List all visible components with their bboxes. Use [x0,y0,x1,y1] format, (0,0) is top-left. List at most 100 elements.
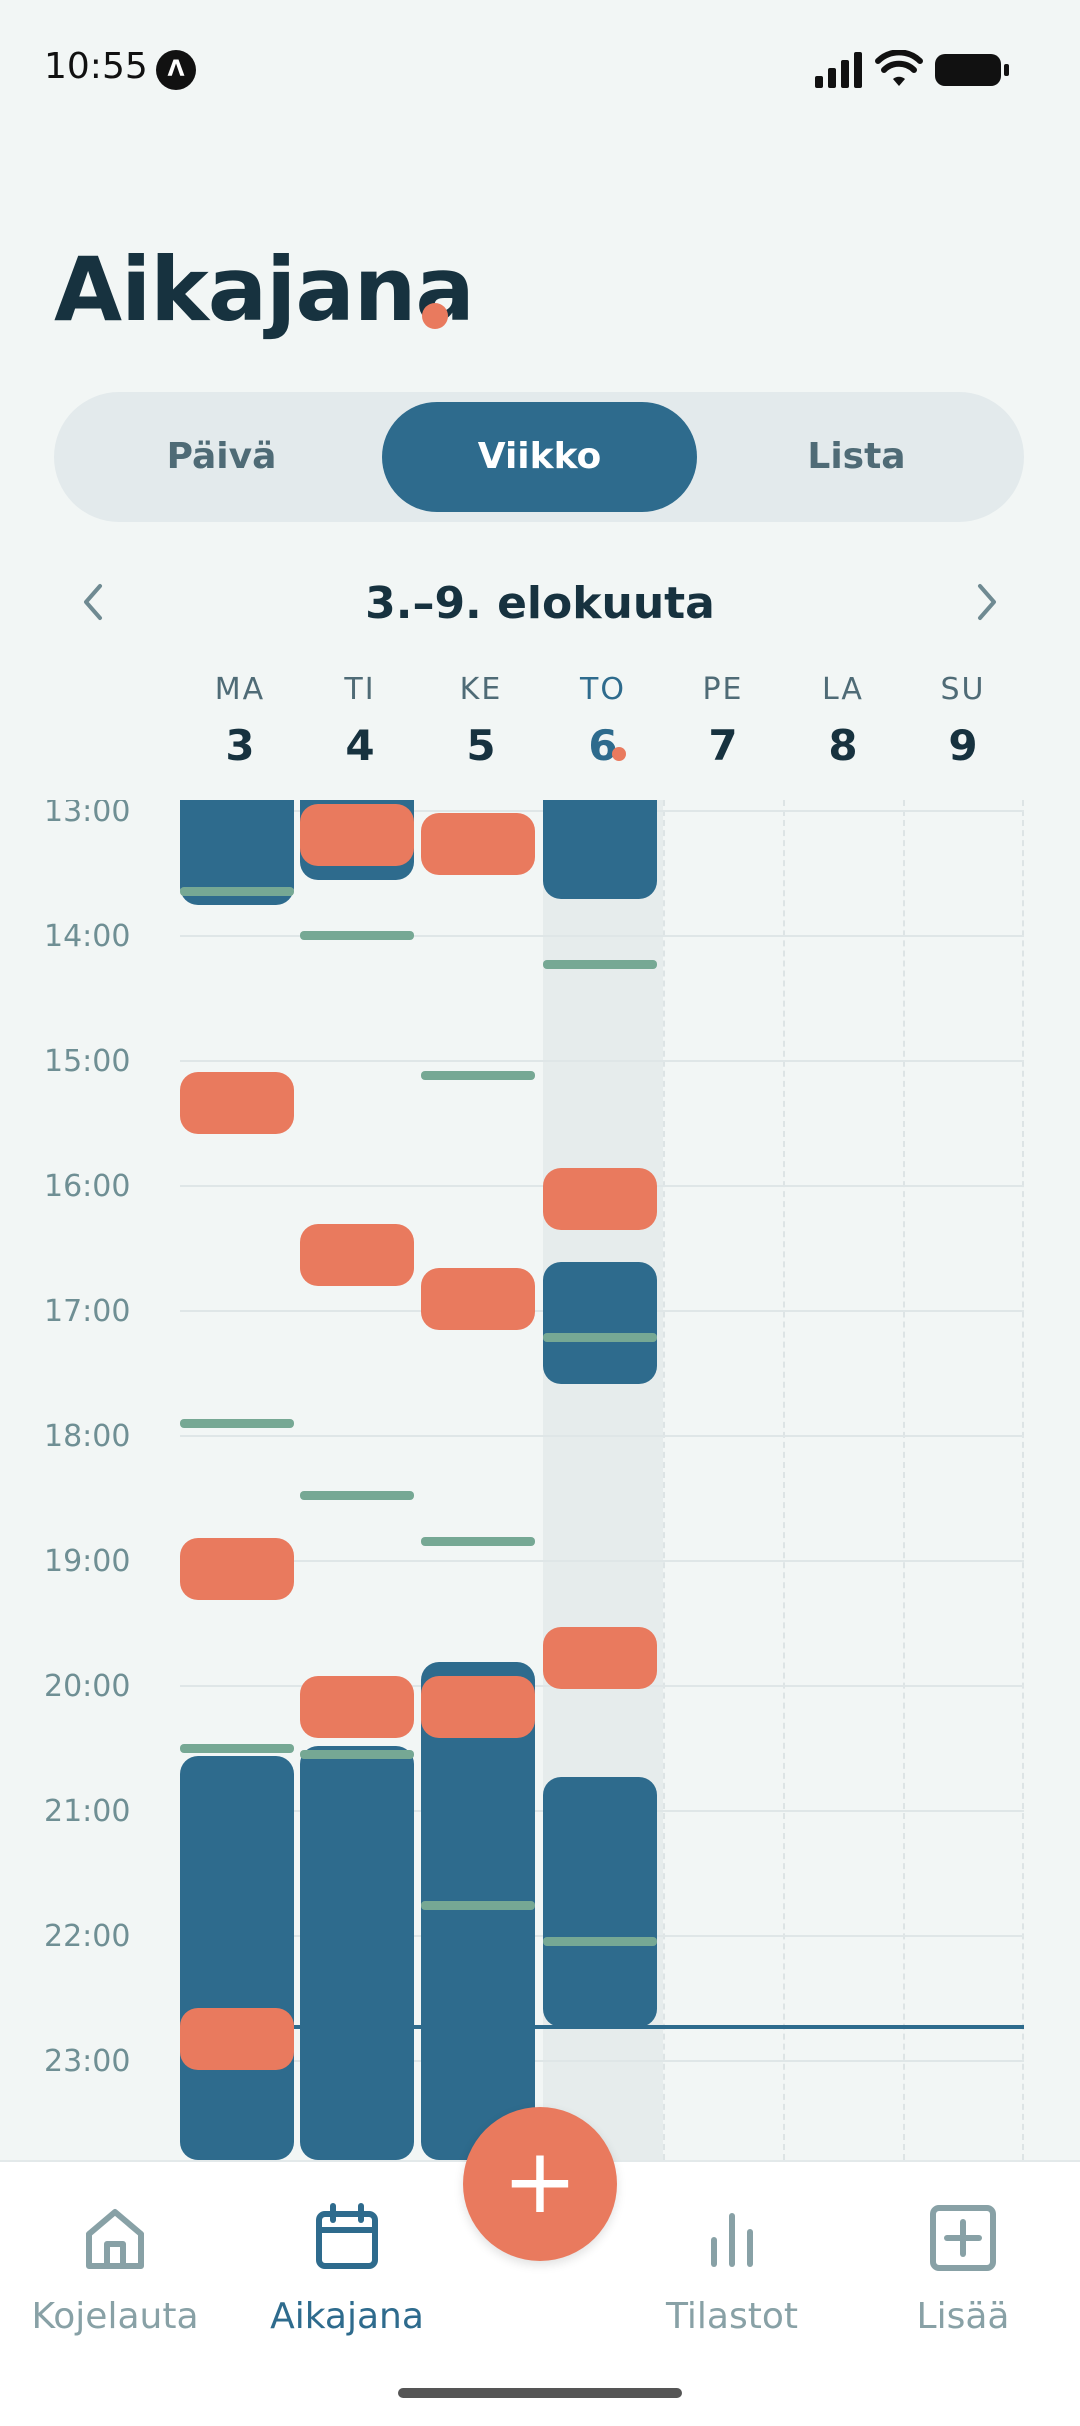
meal-block[interactable] [543,1168,657,1230]
day-header-mon[interactable]: MA 3 [180,672,300,770]
meal-block[interactable] [300,1676,414,1738]
meal-block[interactable] [421,813,535,875]
day-name: PE [702,672,744,707]
segment-list[interactable]: Lista [807,436,906,477]
day-date: 9 [948,721,978,770]
note-marker[interactable] [180,887,294,896]
note-marker[interactable] [543,1333,657,1342]
meal-block[interactable] [421,1268,535,1330]
home-icon [86,2209,144,2269]
today-indicator-dot [612,747,626,761]
sleep-block[interactable] [421,1662,535,2160]
sleep-block[interactable] [180,1756,294,2160]
day-date: 7 [708,721,738,770]
title-accent-dot [422,303,448,329]
day-header-wed[interactable]: KE 5 [421,672,541,770]
day-date: 8 [828,721,858,770]
tab-label: Tilastot [666,2296,798,2337]
hour-label: 17:00 [44,1294,131,1329]
home-indicator [398,2388,682,2398]
day-name: TI [344,672,376,707]
meal-block[interactable] [180,1538,294,1600]
page-title: Aikajana [54,238,475,341]
day-name: LA [822,672,864,707]
add-entry-button[interactable]: + [463,2107,617,2261]
chevron-right-icon[interactable] [972,580,1002,624]
day-divider [783,800,785,2160]
meal-block[interactable] [300,804,414,866]
note-marker[interactable] [421,1537,535,1546]
day-header-fri[interactable]: PE 7 [663,672,783,770]
status-time: 10:55 [44,46,148,87]
hour-gridline [180,1060,1024,1062]
wifi-icon [875,50,923,86]
day-header-tue[interactable]: TI 4 [300,672,420,770]
calendar-icon [316,2203,378,2269]
tab-label: Kojelauta [31,2296,199,2337]
view-segmented-control: Päivä Viikko Lista [54,392,1024,522]
day-divider [903,800,905,2160]
day-header-sat[interactable]: LA 8 [783,672,903,770]
day-name: TO [580,672,626,707]
day-divider [1022,800,1024,2160]
meal-block[interactable] [421,1676,535,1738]
meal-block[interactable] [180,1072,294,1134]
sleep-block[interactable] [543,1777,657,2027]
hour-label: 20:00 [44,1669,131,1704]
status-bar: 10:55 Λ [0,0,1080,140]
hour-gridline [180,935,1024,937]
hour-label: 21:00 [44,1794,131,1829]
hour-gridline [180,1560,1024,1562]
hour-label: 15:00 [44,1044,131,1079]
hour-label: 23:00 [44,2044,131,2079]
note-marker[interactable] [421,1071,535,1080]
signal-icon [815,52,867,88]
day-name: MA [214,672,266,707]
week-timeline[interactable]: 13:00 14:00 15:00 16:00 17:00 18:00 19:0… [0,800,1080,2160]
add-square-icon [930,2205,996,2271]
tab-statistics[interactable]: Tilastot [617,2202,847,2337]
note-marker[interactable] [543,960,657,969]
note-marker[interactable] [300,931,414,940]
segment-week[interactable]: Viikko [382,402,697,512]
day-name: SU [940,672,986,707]
tab-dashboard[interactable]: Kojelauta [0,2202,230,2337]
day-date: 5 [466,721,496,770]
note-marker[interactable] [300,1491,414,1500]
tab-timeline[interactable]: Aikajana [232,2202,462,2337]
hour-label: 19:00 [44,1544,131,1579]
chevron-left-icon[interactable] [78,580,108,624]
week-navigation: 3.–9. elokuuta [0,560,1080,650]
day-name: KE [459,672,503,707]
bottom-tab-bar: Kojelauta Aikajana Tilastot [0,2160,1080,2426]
sleep-block[interactable] [543,800,657,899]
day-header-thu[interactable]: TO 6 [543,672,663,770]
tab-label: Aikajana [270,2296,424,2337]
day-divider [663,800,665,2160]
note-marker[interactable] [180,1419,294,1428]
tab-more[interactable]: Lisää [848,2202,1078,2337]
hour-label: 18:00 [44,1419,131,1454]
week-range-label: 3.–9. elokuuta [365,578,715,629]
meal-block[interactable] [180,2008,294,2070]
sleep-block[interactable] [300,1746,414,2160]
segment-day[interactable]: Päivä [166,436,277,477]
note-marker[interactable] [421,1901,535,1910]
hour-gridline [180,1435,1024,1437]
note-marker[interactable] [543,1937,657,1946]
app-indicator-icon: Λ [156,50,196,90]
hour-gridline [180,2060,1024,2062]
hour-label: 22:00 [44,1919,131,1954]
meal-block[interactable] [543,1627,657,1689]
meal-block[interactable] [300,1224,414,1286]
tab-label: Lisää [916,2296,1010,2337]
hour-label: 13:00 [44,800,131,829]
hour-label: 16:00 [44,1169,131,1204]
day-date: 4 [345,721,375,770]
sleep-block[interactable] [543,1262,657,1384]
note-marker[interactable] [180,1744,294,1753]
battery-icon [935,54,1009,86]
day-header-sun[interactable]: SU 9 [903,672,1023,770]
note-marker[interactable] [300,1750,414,1759]
current-time-line [180,2025,1024,2029]
